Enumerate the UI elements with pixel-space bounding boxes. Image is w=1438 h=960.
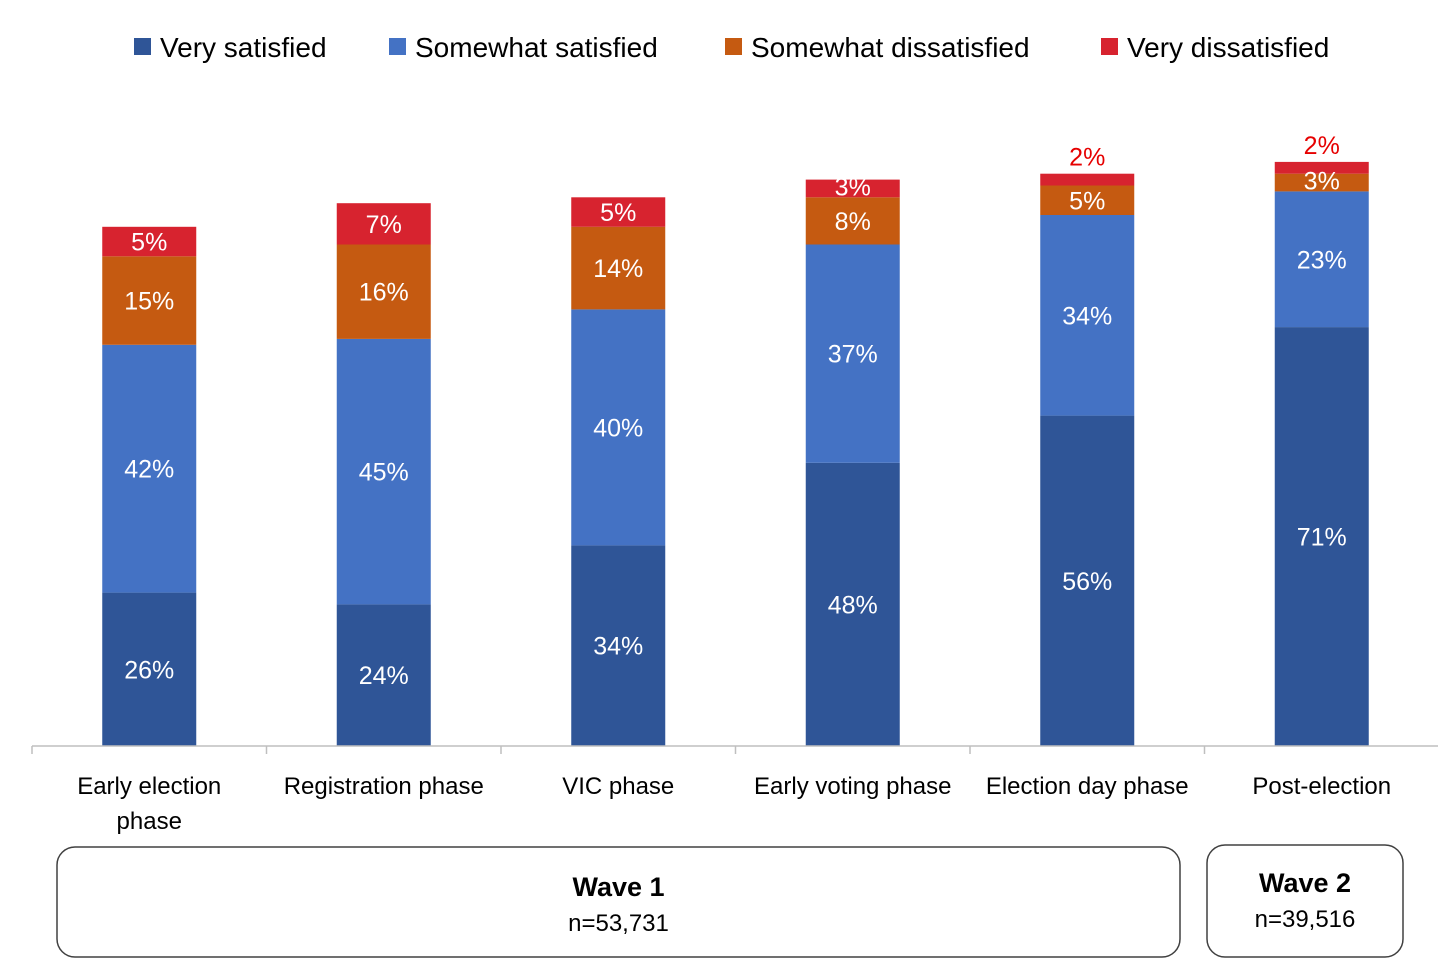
wave-group-n: n=39,516 — [1255, 906, 1356, 933]
x-axis: Early election phase Registration phase VIC… — [31, 745, 1438, 835]
bar-segment — [571, 545, 666, 746]
bar-segment — [1274, 191, 1369, 328]
bar-segment — [102, 344, 197, 593]
data-label: 7% — [366, 211, 402, 239]
bar-segment — [336, 203, 431, 245]
data-label: 23% — [1297, 246, 1347, 274]
bar-segment — [805, 462, 900, 746]
data-label: 56% — [1062, 568, 1112, 596]
bar-segment — [1040, 215, 1135, 416]
data-label: 40% — [593, 414, 643, 442]
bar-segment — [571, 197, 666, 227]
bar-segment — [102, 256, 197, 345]
legend-swatch-4 — [1101, 38, 1118, 55]
data-label: 3% — [835, 174, 871, 202]
data-label: 24% — [359, 662, 409, 690]
data-label: 71% — [1297, 524, 1347, 552]
bars — [102, 161, 1369, 746]
bar-segment — [1274, 161, 1369, 174]
data-label: 5% — [131, 229, 167, 257]
data-label: 3% — [1304, 168, 1340, 196]
data-label: 8% — [835, 208, 871, 236]
wave-groups: Wave 1 n=53,731 Wave 2 n=39,516 — [56, 844, 1404, 958]
bar-segment — [1274, 327, 1369, 746]
legend-label-4: Very dissatisfied — [1127, 32, 1329, 63]
legend: Very satisfied Somewhat satisfied Somewhat… — [134, 32, 1329, 63]
bar-segment — [805, 244, 900, 463]
legend-swatch-2 — [389, 38, 406, 55]
bar-segment — [1040, 185, 1135, 215]
legend-label-3: Somewhat dissatisfied — [751, 32, 1030, 63]
bar-segment — [336, 604, 431, 746]
bar-segment — [571, 226, 666, 310]
wave-group-title: Wave 1 — [572, 872, 664, 902]
wave-group-box — [56, 846, 1181, 958]
x-tick-label: Registration phase — [284, 773, 484, 800]
data-label: 14% — [593, 255, 643, 283]
data-label: 16% — [359, 279, 409, 307]
legend-swatch-3 — [725, 38, 742, 55]
bar-segment — [805, 179, 900, 198]
bar-segment — [1274, 173, 1369, 192]
data-label: 15% — [124, 288, 174, 316]
bar-segment — [1040, 415, 1135, 746]
legend-swatch-1 — [134, 38, 151, 55]
data-label: 5% — [1069, 187, 1105, 215]
data-label: 5% — [600, 199, 636, 227]
data-label: 48% — [828, 591, 878, 619]
data-label: 45% — [359, 459, 409, 487]
data-label: 2% — [1304, 132, 1340, 160]
bar-segment — [336, 338, 431, 605]
data-label: 42% — [124, 456, 174, 484]
x-tick-label: Early voting phase — [754, 773, 951, 800]
data-label: 34% — [593, 633, 643, 661]
x-tick-label: Early election phase — [77, 773, 221, 835]
data-label: 2% — [1069, 144, 1105, 172]
bar-segment — [336, 244, 431, 339]
legend-label-2: Somewhat satisfied — [415, 32, 658, 63]
x-tick-label: Post-election — [1252, 773, 1391, 800]
bar-segment — [102, 592, 197, 746]
bar-segment — [805, 197, 900, 245]
wave-group-box — [1206, 844, 1404, 958]
data-label: 26% — [124, 656, 174, 684]
data-labels: 26% 42% 15% 5% 24% 45% 16% 7% 34% 40% 14% 5% 48% 37% 8… — [124, 132, 1347, 690]
wave-group-title: Wave 2 — [1259, 868, 1351, 898]
wave-group-n: n=53,731 — [568, 910, 669, 937]
bar-segment — [1040, 173, 1135, 186]
bar-segment — [571, 309, 666, 546]
x-tick-label: Election day phase — [986, 773, 1189, 800]
bar-segment — [102, 226, 197, 257]
data-label: 34% — [1062, 302, 1112, 330]
legend-label-1: Very satisfied — [160, 32, 327, 63]
data-label: 37% — [828, 341, 878, 369]
x-tick-label: VIC phase — [562, 773, 674, 800]
